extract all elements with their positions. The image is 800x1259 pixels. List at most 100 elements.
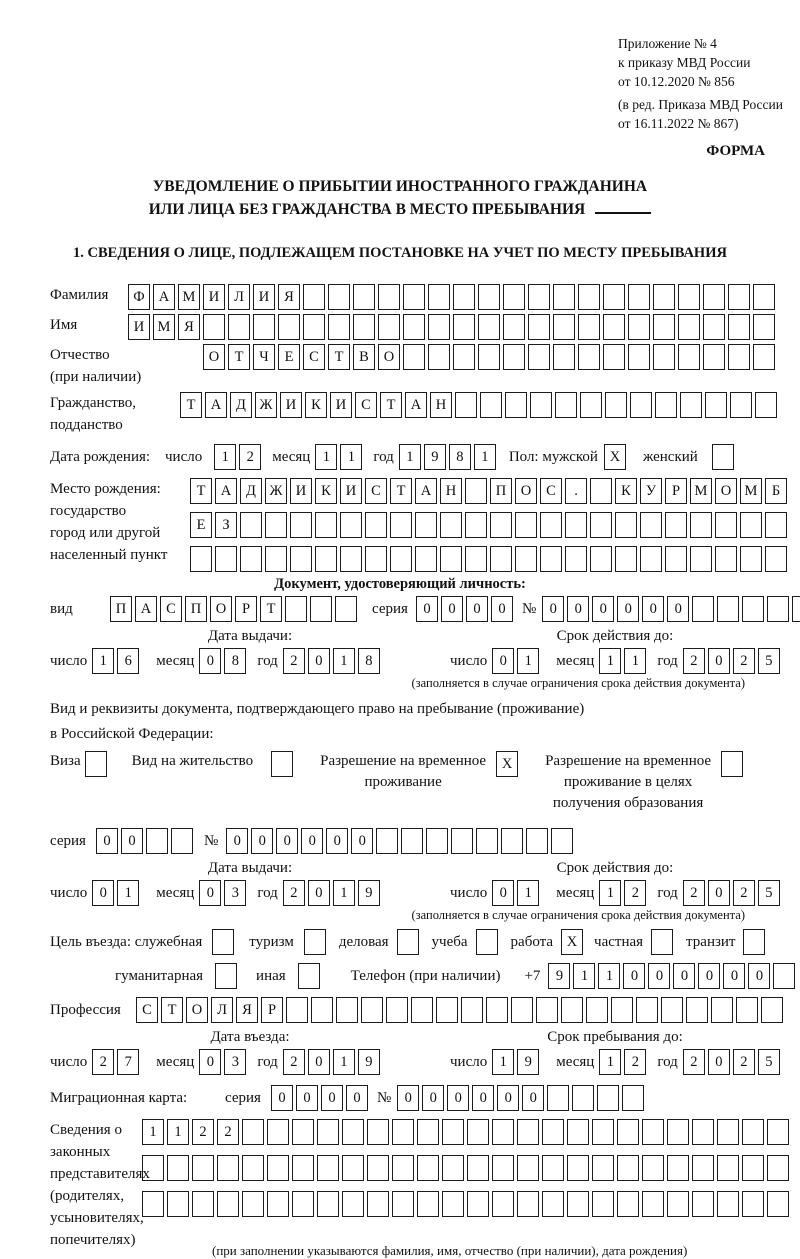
char-cell[interactable]: Б (765, 478, 787, 504)
char-cell[interactable] (192, 1155, 214, 1181)
char-cell[interactable]: Т (228, 344, 250, 370)
char-cell[interactable] (492, 1155, 514, 1181)
char-cell[interactable]: 1 (599, 880, 622, 906)
char-cell[interactable] (603, 314, 625, 340)
char-cell[interactable]: Е (278, 344, 300, 370)
char-cell[interactable]: 2 (732, 880, 755, 906)
char-cell[interactable] (742, 1191, 764, 1217)
char-cell[interactable]: М (153, 314, 175, 340)
char-cell[interactable]: 2 (92, 1049, 115, 1075)
char-cell[interactable]: З (215, 512, 237, 538)
char-cell[interactable] (592, 1155, 614, 1181)
char-cell[interactable] (767, 596, 790, 622)
char-cell[interactable]: 2 (217, 1119, 239, 1145)
char-cell[interactable] (451, 828, 474, 854)
char-cell[interactable]: 8 (224, 648, 247, 674)
char-cell[interactable] (692, 596, 715, 622)
char-cell[interactable] (515, 512, 537, 538)
char-cell[interactable]: 2 (624, 1049, 647, 1075)
char-cell[interactable] (551, 828, 574, 854)
char-cell[interactable] (442, 1191, 464, 1217)
char-cell[interactable] (365, 512, 387, 538)
char-cell[interactable] (736, 997, 758, 1023)
char-cell[interactable]: А (415, 478, 437, 504)
char-cell[interactable] (503, 314, 525, 340)
char-cell[interactable] (615, 512, 637, 538)
char-cell[interactable] (690, 512, 712, 538)
char-cell[interactable] (505, 392, 527, 418)
char-cell[interactable] (617, 1155, 639, 1181)
char-cell[interactable] (292, 1155, 314, 1181)
char-cell[interactable] (386, 997, 408, 1023)
char-cell[interactable] (642, 1155, 664, 1181)
char-cell[interactable] (653, 344, 675, 370)
char-cell[interactable] (653, 284, 675, 310)
char-cell[interactable] (530, 392, 552, 418)
char-cell[interactable]: Ж (265, 478, 287, 504)
char-cell[interactable] (536, 997, 558, 1023)
char-cell[interactable] (480, 392, 502, 418)
char-cell[interactable]: 0 (542, 596, 565, 622)
char-cell[interactable] (711, 444, 734, 470)
char-cell[interactable]: 0 (301, 828, 324, 854)
char-cell[interactable] (142, 1191, 164, 1217)
char-cell[interactable] (590, 546, 612, 572)
char-cell[interactable] (265, 512, 287, 538)
char-cell[interactable]: 2 (732, 648, 755, 674)
char-cell[interactable]: 0 (667, 596, 690, 622)
char-cell[interactable]: С (540, 478, 562, 504)
char-cell[interactable] (290, 512, 312, 538)
char-cell[interactable] (467, 1191, 489, 1217)
char-cell[interactable] (742, 1155, 764, 1181)
char-cell[interactable] (467, 1119, 489, 1145)
char-cell[interactable] (640, 512, 662, 538)
char-cell[interactable]: Т (190, 478, 212, 504)
char-cell[interactable] (403, 314, 425, 340)
char-cell[interactable]: 0 (748, 963, 771, 989)
char-cell[interactable] (767, 1155, 789, 1181)
char-cell[interactable] (455, 392, 477, 418)
char-cell[interactable]: М (178, 284, 200, 310)
char-cell[interactable]: Я (278, 284, 300, 310)
char-cell[interactable] (315, 546, 337, 572)
char-cell[interactable] (686, 997, 708, 1023)
char-cell[interactable]: И (128, 314, 150, 340)
char-cell[interactable]: Л (228, 284, 250, 310)
char-cell[interactable] (690, 546, 712, 572)
char-cell[interactable]: И (330, 392, 352, 418)
char-cell[interactable] (492, 1191, 514, 1217)
char-cell[interactable] (567, 1119, 589, 1145)
char-cell[interactable] (428, 314, 450, 340)
char-cell[interactable] (212, 929, 235, 955)
char-cell[interactable]: 0 (199, 880, 222, 906)
char-cell[interactable] (565, 512, 587, 538)
char-cell[interactable] (336, 997, 358, 1023)
char-cell[interactable] (265, 546, 287, 572)
char-cell[interactable]: X (603, 444, 626, 470)
char-cell[interactable]: У (640, 478, 662, 504)
char-cell[interactable] (467, 1155, 489, 1181)
char-cell[interactable] (542, 1119, 564, 1145)
char-cell[interactable] (743, 929, 766, 955)
char-cell[interactable]: 0 (226, 828, 249, 854)
char-cell[interactable]: 1 (117, 880, 140, 906)
char-cell[interactable] (792, 596, 800, 622)
char-cell[interactable] (753, 284, 775, 310)
char-cell[interactable] (440, 546, 462, 572)
char-cell[interactable] (167, 1191, 189, 1217)
char-cell[interactable] (286, 997, 308, 1023)
char-cell[interactable] (611, 997, 633, 1023)
char-cell[interactable] (665, 546, 687, 572)
char-cell[interactable] (636, 997, 658, 1023)
char-cell[interactable] (378, 314, 400, 340)
char-cell[interactable]: 1 (214, 444, 237, 470)
char-cell[interactable] (242, 1191, 264, 1217)
char-cell[interactable]: О (378, 344, 400, 370)
char-cell[interactable]: 0 (492, 880, 515, 906)
char-cell[interactable] (303, 929, 326, 955)
char-cell[interactable] (367, 1119, 389, 1145)
char-cell[interactable] (561, 997, 583, 1023)
char-cell[interactable] (453, 344, 475, 370)
char-cell[interactable] (703, 284, 725, 310)
char-cell[interactable] (680, 392, 702, 418)
